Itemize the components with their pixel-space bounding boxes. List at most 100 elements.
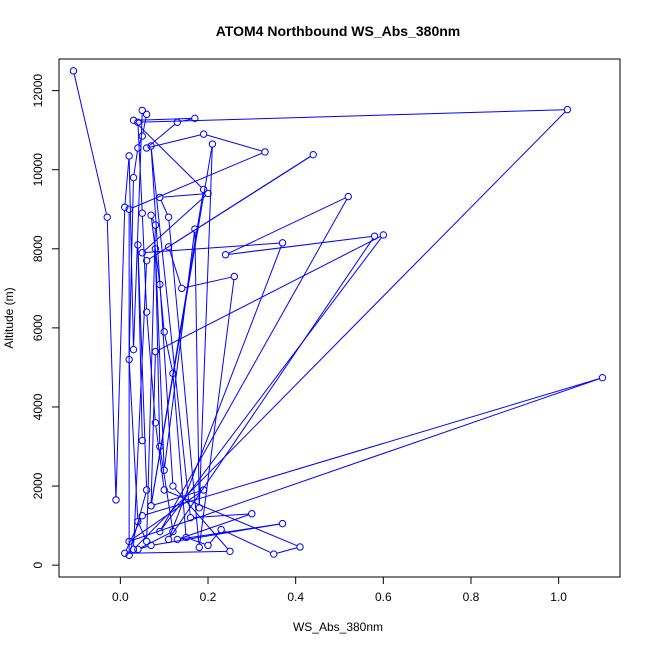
- data-point: [134, 545, 142, 554]
- y-tick-label: 8000: [31, 235, 45, 262]
- data-point: [134, 517, 142, 526]
- series-segment: [133, 113, 143, 347]
- series-segment: [161, 237, 382, 530]
- series-segment: [133, 151, 138, 175]
- data-point: [164, 243, 173, 251]
- data-point: [270, 550, 278, 558]
- data-point: [199, 130, 208, 138]
- series-segment: [148, 123, 176, 147]
- series-segment: [150, 149, 191, 515]
- series-segment: [199, 279, 235, 545]
- data-point: [129, 116, 138, 124]
- series-segment: [137, 248, 148, 487]
- series-segment: [153, 490, 201, 506]
- data-point: [156, 442, 164, 451]
- series-segment: [158, 235, 381, 351]
- series-segment: [151, 217, 155, 223]
- data-point: [138, 436, 146, 445]
- series-segment: [129, 492, 147, 553]
- data-point: [142, 144, 151, 152]
- data-point: [563, 105, 572, 114]
- data-point: [69, 67, 78, 75]
- data-point: [169, 527, 177, 536]
- x-tick-label: 0.4: [287, 590, 304, 604]
- data-point: [156, 527, 164, 536]
- y-tick-label: 6000: [31, 314, 45, 341]
- data-point: [147, 541, 155, 550]
- series-segment: [155, 251, 165, 468]
- series-segment: [106, 220, 117, 497]
- data-point: [296, 543, 304, 551]
- series-segment: [228, 197, 346, 254]
- data-point: [598, 374, 607, 382]
- series-segment: [140, 545, 149, 549]
- series-segment: [73, 73, 107, 215]
- data-point: [151, 419, 160, 427]
- data-point: [160, 466, 168, 474]
- series-segment: [228, 236, 372, 255]
- data-point: [125, 537, 133, 546]
- series-segment: [169, 249, 182, 286]
- series-segment: [180, 514, 249, 539]
- data-point: [344, 192, 352, 201]
- data-point: [160, 328, 168, 336]
- series-segment: [125, 518, 142, 551]
- x-axis-label: WS_Abs_380nm: [293, 620, 383, 634]
- data-point: [199, 185, 208, 194]
- series-segment: [174, 488, 229, 550]
- data-point: [138, 132, 146, 140]
- data-point: [178, 284, 186, 293]
- data-point: [182, 533, 190, 542]
- data-point: [204, 541, 212, 550]
- x-tick-label: 0.0: [112, 590, 129, 604]
- series-segment: [164, 232, 195, 468]
- data-point: [151, 221, 160, 229]
- data-point: [142, 486, 151, 494]
- series-segment: [159, 449, 173, 529]
- data-point: [191, 225, 199, 233]
- data-point: [125, 355, 133, 364]
- series-segment: [124, 159, 130, 205]
- series-segment: [146, 228, 156, 539]
- series-segment: [180, 118, 192, 123]
- data-point: [173, 118, 182, 126]
- series-segment: [140, 532, 171, 549]
- series-segment: [169, 245, 282, 537]
- data-point: [142, 110, 151, 119]
- series-segment: [145, 378, 600, 516]
- data-point: [142, 308, 151, 316]
- series-segment: [150, 218, 160, 282]
- data-point: [169, 482, 177, 490]
- data-point: [208, 140, 217, 148]
- series-segment: [198, 147, 213, 505]
- data-point: [129, 345, 138, 354]
- x-tick-label: 0.2: [200, 590, 217, 604]
- series-segment: [136, 117, 192, 121]
- data-point: [125, 551, 133, 559]
- data-point: [379, 231, 388, 239]
- data-point: [151, 347, 160, 356]
- series-segment: [137, 248, 143, 438]
- data-point: [221, 251, 230, 259]
- chart-title: ATOM4 Northbound WS_Abs_380nm: [216, 23, 461, 39]
- series-segment: [137, 125, 143, 211]
- data-point: [195, 504, 203, 512]
- y-tick-label: 10000: [31, 153, 45, 187]
- data-point: [261, 148, 269, 156]
- x-tick-label: 0.6: [375, 590, 392, 604]
- series-segment: [141, 109, 565, 123]
- data-point: [248, 510, 256, 518]
- series-segment: [115, 210, 126, 497]
- series-segment: [144, 195, 206, 251]
- data-point: [278, 239, 287, 247]
- data-point: [169, 369, 177, 378]
- data-point: [129, 545, 138, 554]
- series-segment: [162, 193, 205, 198]
- x-axis: 0.0 0.2 0.4 0.6 0.8 1.0: [112, 576, 567, 604]
- series-segment: [149, 134, 201, 148]
- data-point: [134, 144, 142, 152]
- series-segment: [206, 134, 263, 152]
- data-point: [112, 496, 120, 504]
- y-tick-label: 12000: [31, 74, 45, 108]
- series-segment: [164, 334, 173, 371]
